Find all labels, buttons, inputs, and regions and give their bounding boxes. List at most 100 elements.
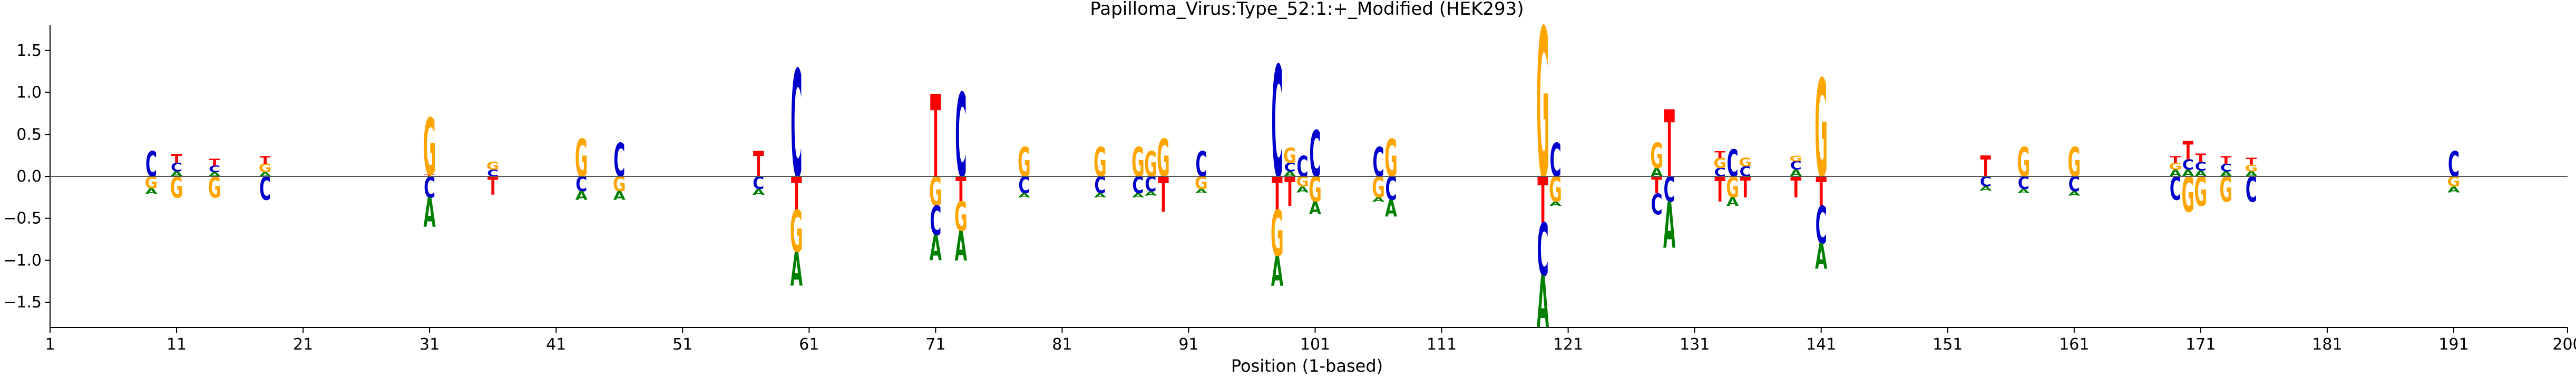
logo-letter-T: T: [791, 168, 802, 222]
logo-letter-A: A: [1537, 262, 1549, 345]
logo-letter-G: G: [486, 160, 500, 172]
logo-letter-C: C: [209, 164, 220, 175]
x-tick-label: 81: [1052, 335, 1072, 354]
logo-letter-C: C: [1740, 164, 1751, 180]
logo-letter-A: A: [1385, 195, 1397, 222]
logo-letter-G: G: [2245, 163, 2258, 174]
logo-letter-C: C: [575, 173, 587, 197]
logo-letter-C: C: [1651, 188, 1663, 221]
logo-letter-A: A: [1663, 189, 1675, 263]
logo-letter-T: T: [1158, 168, 1169, 224]
logo-letter-A: A: [1726, 196, 1739, 209]
logo-letter-G: G: [1283, 145, 1296, 168]
logo-letter-C: C: [791, 39, 802, 211]
logo-letter-G: G: [1018, 139, 1031, 186]
logo-letter-C: C: [1980, 174, 1992, 190]
logo-letter-T: T: [1714, 171, 1725, 211]
logo-letter-C: C: [145, 145, 157, 185]
logo-letter-G: G: [1650, 137, 1663, 177]
logo-letter-T: T: [487, 172, 499, 201]
logo-letter-T: T: [2170, 154, 2181, 165]
logo-letter-C: C: [1790, 160, 1802, 173]
logo-letter-A: A: [1549, 201, 1562, 207]
logo-letter-T: T: [1790, 171, 1801, 204]
logo-letter-C: C: [1309, 118, 1321, 192]
logo-letter-C: C: [2182, 157, 2194, 173]
x-tick-label: 131: [1680, 335, 1710, 354]
logo-letter-A: A: [753, 187, 765, 197]
logo-letter-A: A: [613, 190, 626, 203]
y-tick-label: −1.5: [3, 293, 42, 312]
logo-letter-C: C: [1537, 208, 1549, 293]
logo-letter-A: A: [1309, 199, 1322, 219]
x-tick-label: 31: [419, 335, 440, 354]
logo-letter-C: C: [171, 161, 182, 174]
logo-letter-T: T: [1272, 168, 1283, 222]
logo-letter-G: G: [790, 199, 803, 266]
logo-letter-G: G: [954, 194, 968, 241]
logo-letter-G: G: [1131, 139, 1145, 186]
logo-letter-C: C: [613, 134, 625, 188]
logo-letter-C: C: [1664, 171, 1675, 211]
logo-letter-G: G: [1384, 128, 1398, 189]
logo-letter-T: T: [1740, 171, 1750, 204]
chart-title: Papilloma_Virus:Type_52:1:+_Modified (HE…: [1090, 0, 1524, 19]
logo-letter-G: G: [613, 173, 626, 197]
x-tick-label: 151: [1933, 335, 1963, 354]
x-tick-label: 11: [167, 335, 187, 354]
logo-letter-T: T: [1664, 91, 1674, 198]
logo-letter-A: A: [1132, 192, 1145, 199]
logo-letter-T: T: [955, 171, 967, 211]
logo-letter-T: T: [2196, 152, 2207, 165]
logo-letter-T: T: [1980, 150, 1991, 183]
logo-letter-T: T: [171, 153, 182, 166]
logo-letter-A: A: [1296, 185, 1309, 194]
logo-letter-G: G: [1713, 155, 1726, 172]
logo-letter-G: G: [1144, 145, 1157, 185]
logo-letter-T: T: [1816, 168, 1827, 216]
logo-letter-A: A: [2447, 185, 2460, 194]
logo-letter-C: C: [1284, 161, 1295, 174]
logo-letter-A: A: [1018, 192, 1031, 199]
logo-letter-C: C: [1816, 196, 1827, 256]
x-tick-label: 41: [546, 335, 566, 354]
logo-letter-G: G: [1094, 139, 1107, 186]
logo-letter-T: T: [753, 145, 764, 185]
logo-letter-G: G: [1739, 156, 1752, 170]
y-tick-label: 1.5: [16, 42, 42, 60]
logo-letter-A: A: [1195, 188, 1208, 195]
logo-letter-A: A: [955, 223, 967, 270]
logo-letter-T: T: [1714, 150, 1725, 161]
logo-letter-A: A: [930, 229, 942, 269]
logo-letter-A: A: [1372, 196, 1385, 203]
logo-letter-A: A: [1094, 192, 1107, 199]
logo-letter-T: T: [1537, 164, 1548, 238]
logo-letter-C: C: [1094, 172, 1106, 198]
logo-letter-C: C: [2068, 173, 2080, 197]
logo-letter-G: G: [1157, 128, 1170, 189]
logo-letter-C: C: [1727, 142, 1739, 185]
logo-letter-T: T: [930, 73, 941, 204]
logo-letter-G: G: [1814, 52, 1828, 208]
logo-letter-T: T: [2221, 154, 2232, 166]
logo-letter-A: A: [575, 190, 588, 203]
x-axis-label: Position (1-based): [1231, 356, 1383, 376]
logo-letter-T: T: [2246, 156, 2257, 167]
logo-letter-G: G: [2194, 168, 2208, 216]
y-tick-label: 1.0: [16, 84, 42, 102]
logo-letter-C: C: [930, 198, 941, 245]
x-tick-label: 91: [1178, 335, 1198, 354]
logo-letter-C: C: [1296, 150, 1308, 183]
x-tick-label: 200: [2552, 335, 2576, 354]
logo-letter-C: C: [1271, 34, 1283, 213]
logo-letter-C: C: [1195, 145, 1207, 185]
logo-letter-G: G: [1536, 0, 1549, 225]
logo-letter-C: C: [2018, 174, 2029, 194]
x-tick-label: 181: [2312, 335, 2342, 354]
x-tick-label: 111: [1427, 335, 1457, 354]
logo-letter-G: G: [423, 103, 436, 194]
logo-letter-T: T: [1651, 172, 1662, 198]
logo-letter-C: C: [1550, 134, 1562, 188]
x-tick-label: 101: [1300, 335, 1330, 354]
